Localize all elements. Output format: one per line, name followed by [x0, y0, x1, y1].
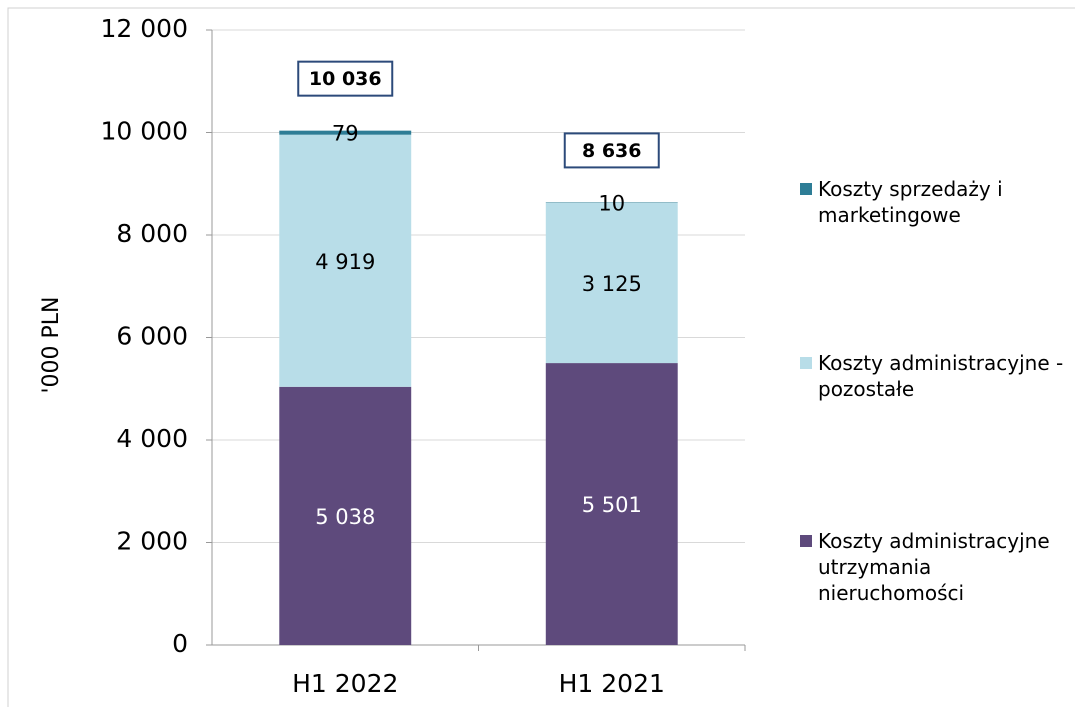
legend-item: Koszty administracyjne utrzymania nieruc… — [800, 528, 1070, 606]
legend-label: Koszty sprzedaży i marketingowe — [818, 177, 1003, 227]
y-tick-label: 10 000 — [101, 117, 188, 146]
y-axis-label: '000 PLN — [39, 296, 64, 393]
value-label: 79 — [332, 122, 359, 146]
x-tick-label: H1 2021 — [559, 669, 665, 698]
legend-item: Koszty sprzedaży i marketingowe — [800, 176, 1070, 228]
bar-segment — [279, 130, 412, 135]
value-label: 3 125 — [582, 272, 642, 296]
legend-swatch — [800, 183, 812, 195]
total-box — [297, 60, 394, 97]
bar-segment — [545, 363, 678, 645]
legend-swatch — [800, 357, 812, 369]
legend-label: Koszty administracyjne - pozostałe — [818, 351, 1064, 401]
x-tick-label: H1 2022 — [292, 669, 398, 698]
total-label: 10 036 — [309, 68, 382, 90]
value-label: 4 919 — [315, 250, 375, 274]
y-tick-label: 2 000 — [116, 527, 188, 556]
total-box — [563, 132, 660, 169]
legend-swatch — [800, 535, 812, 547]
value-label: 10 — [598, 192, 625, 216]
bar-segment — [279, 134, 412, 387]
value-label: 5 501 — [582, 493, 642, 517]
legend-item: Koszty administracyjne - pozostałe — [800, 350, 1070, 402]
bar-segment — [545, 202, 678, 203]
bar-segment — [545, 202, 678, 364]
y-tick-label: 12 000 — [101, 14, 188, 43]
y-tick-label: 4 000 — [116, 424, 188, 453]
bar-segment — [279, 386, 412, 645]
legend-label: Koszty administracyjne utrzymania nieruc… — [818, 529, 1050, 605]
total-label: 8 636 — [582, 140, 642, 162]
value-label: 5 038 — [315, 505, 375, 529]
y-tick-label: 8 000 — [116, 219, 188, 248]
y-tick-label: 6 000 — [116, 322, 188, 351]
y-tick-label: 0 — [172, 629, 188, 658]
frame — [7, 7, 1075, 707]
